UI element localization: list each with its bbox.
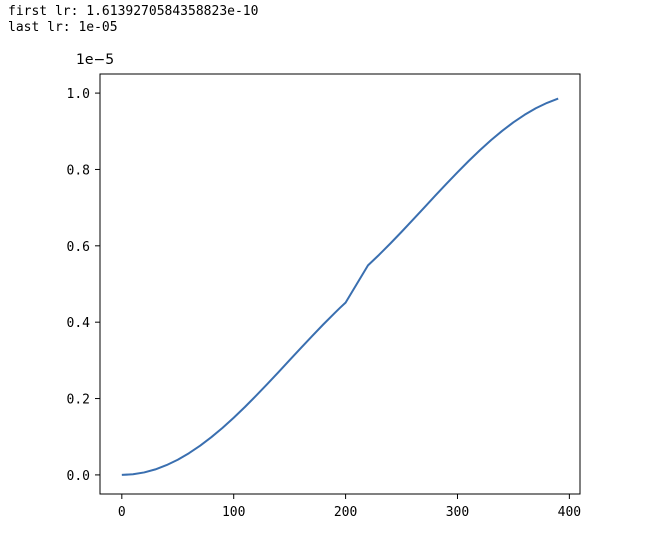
y-tick-label: 0.2	[67, 393, 90, 408]
y-tick-label: 1.0	[67, 87, 90, 102]
x-tick-label: 100	[222, 505, 245, 520]
y-tick-label: 0.8	[67, 163, 90, 178]
y-ticks: 0.0 0.2 0.4 0.6 0.8 1.0	[67, 87, 100, 484]
lr-series-line	[122, 99, 558, 475]
plot-spines	[100, 74, 580, 494]
y-tick-label: 0.0	[67, 469, 90, 484]
x-tick-label: 300	[446, 505, 469, 520]
x-tick-label: 200	[334, 505, 357, 520]
x-tick-label: 0	[118, 505, 126, 520]
y-tick-label: 0.4	[67, 316, 91, 331]
y-offset-text: 1e−5	[76, 52, 114, 68]
lr-chart-svg: 1e−5 0 100 200 300 400 0.0 0.2 0.4 0.6 0.8 1.0	[40, 48, 600, 538]
lr-chart: 1e−5 0 100 200 300 400 0.0 0.2 0.4 0.6 0.8 1.0	[40, 48, 600, 548]
y-tick-label: 0.6	[67, 240, 90, 255]
console-line-first-lr: first lr: 1.6139270584358823e-10	[8, 4, 644, 20]
console-line-last-lr: last lr: 1e-05	[8, 20, 644, 36]
x-ticks: 0 100 200 300 400	[118, 494, 581, 520]
x-tick-label: 400	[558, 505, 581, 520]
